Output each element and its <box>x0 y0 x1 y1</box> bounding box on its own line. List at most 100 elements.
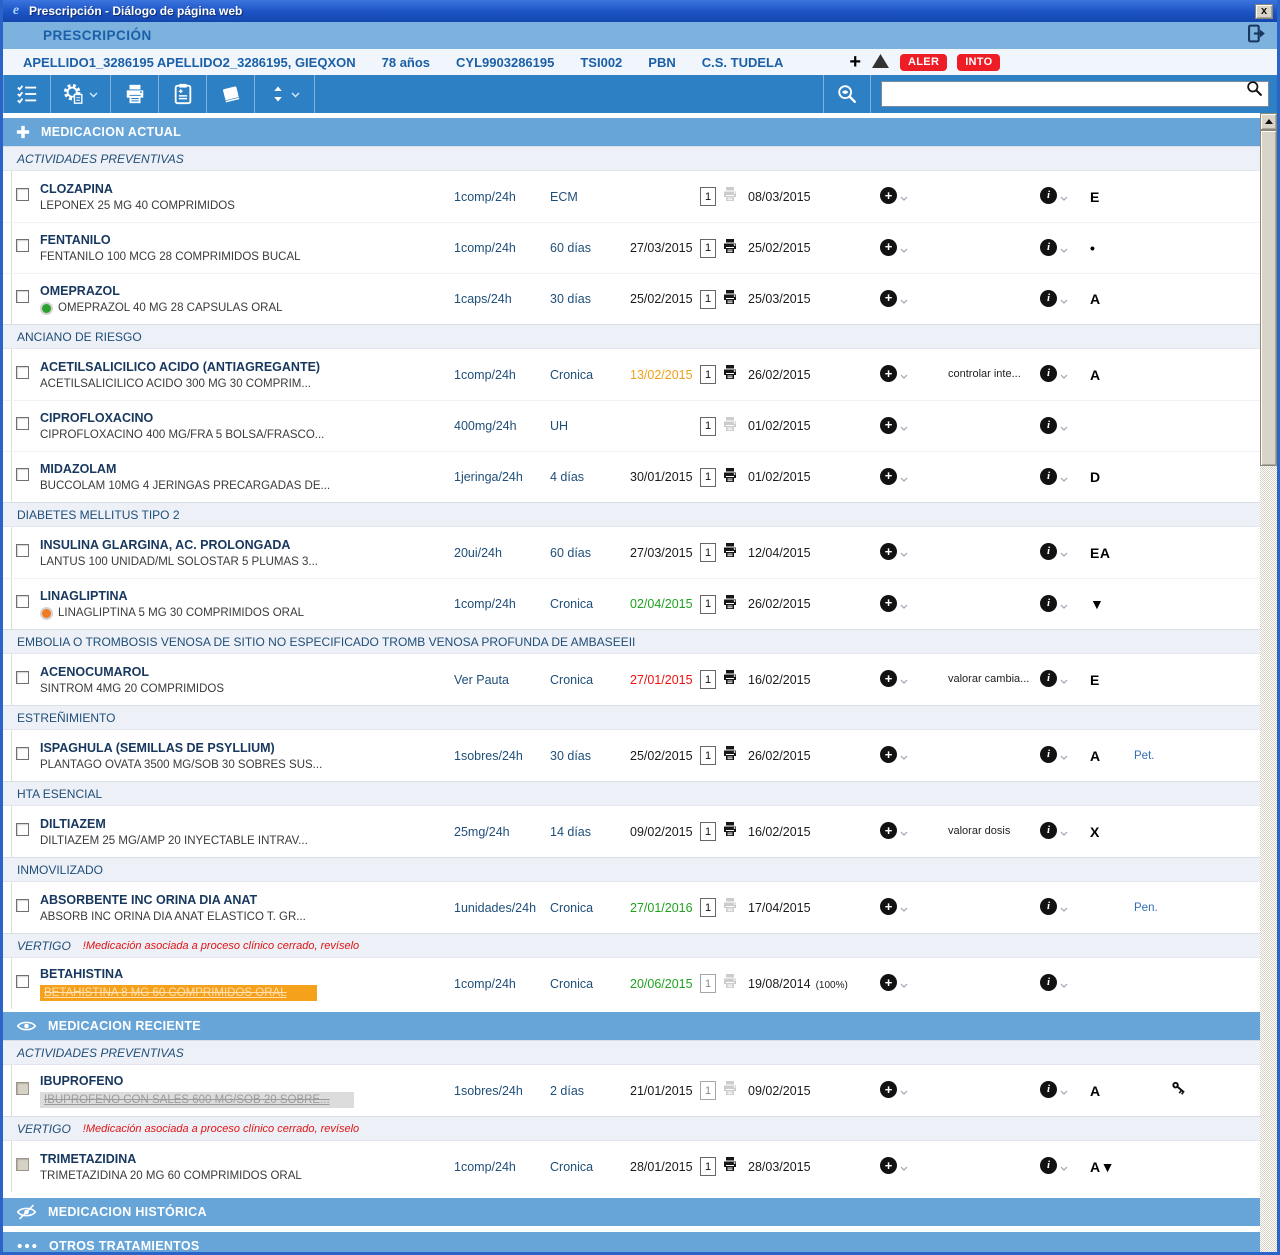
print-row-icon[interactable] <box>722 745 748 766</box>
info-button[interactable]: i <box>1040 670 1090 689</box>
intolerance-badge[interactable]: INTO <box>957 53 1001 71</box>
medication-name[interactable]: ABSORBENTE INC ORINA DIA ANAT <box>40 892 258 907</box>
quantity-input[interactable]: 1 <box>700 822 716 841</box>
settings-button[interactable] <box>51 75 111 113</box>
medication-name[interactable]: DILTIAZEM <box>40 816 106 831</box>
search-icon[interactable] <box>1246 80 1263 102</box>
sort-button[interactable] <box>255 75 315 113</box>
book-button[interactable] <box>207 75 255 113</box>
warning-triangle-icon[interactable] <box>871 53 890 72</box>
info-button[interactable]: i <box>1040 187 1090 206</box>
print-row-icon[interactable] <box>722 821 748 842</box>
add-action-button[interactable]: + <box>880 365 948 384</box>
print-row-icon[interactable] <box>722 669 748 690</box>
print-row-icon[interactable] <box>722 238 748 259</box>
info-button[interactable]: i <box>1040 746 1090 765</box>
info-button[interactable]: i <box>1040 238 1090 258</box>
row-checkbox[interactable] <box>16 974 29 988</box>
exit-icon[interactable] <box>1246 23 1267 49</box>
medication-name[interactable]: CIPROFLOXACINO <box>40 411 154 425</box>
row-checkbox[interactable] <box>16 1081 29 1095</box>
add-icon[interactable]: + <box>849 51 862 73</box>
add-action-button[interactable]: + <box>880 543 948 562</box>
print-row-icon[interactable] <box>722 594 748 615</box>
scrollbar-thumb[interactable] <box>1260 130 1277 466</box>
scrollbar[interactable] <box>1260 113 1277 1252</box>
quantity-input[interactable]: 1 <box>700 1081 716 1100</box>
add-action-button[interactable]: + <box>880 822 948 841</box>
row-checkbox[interactable] <box>16 468 29 481</box>
medication-name[interactable]: ACETILSALICILICO ACIDO (ANTIAGREGANTE) <box>40 359 321 374</box>
print-button[interactable] <box>111 75 159 113</box>
row-checkbox[interactable] <box>16 187 29 201</box>
info-button[interactable]: i <box>1040 974 1090 993</box>
info-button[interactable]: i <box>1040 898 1090 917</box>
add-action-button[interactable]: + <box>880 898 948 917</box>
info-button[interactable]: i <box>1040 543 1090 562</box>
group-header[interactable]: OTROS TRATAMIENTOS <box>3 1232 1260 1252</box>
add-action-button[interactable]: + <box>880 746 948 765</box>
allergy-badge[interactable]: ALER <box>900 53 948 71</box>
quantity-input[interactable]: 1 <box>700 416 716 436</box>
quantity-input[interactable]: 1 <box>700 974 716 993</box>
quantity-input[interactable]: 1 <box>700 238 716 258</box>
row-checkbox[interactable] <box>16 595 29 608</box>
medication-name[interactable]: FENTANILO <box>40 233 111 247</box>
medication-name[interactable]: CLOZAPINA <box>40 181 113 196</box>
add-action-button[interactable]: + <box>880 974 948 993</box>
row-checkbox[interactable] <box>16 822 29 836</box>
quantity-input[interactable]: 1 <box>700 670 716 689</box>
medication-name[interactable]: BETAHISTINA <box>40 966 124 981</box>
quantity-input[interactable]: 1 <box>700 543 716 562</box>
info-button[interactable]: i <box>1040 594 1090 614</box>
scrollbar-up-button[interactable] <box>1260 113 1277 130</box>
add-action-button[interactable]: + <box>880 238 948 258</box>
row-checkbox[interactable] <box>16 239 29 252</box>
info-button[interactable]: i <box>1040 416 1090 436</box>
close-icon[interactable]: x <box>1255 3 1273 19</box>
quantity-input[interactable]: 1 <box>700 467 716 487</box>
quantity-input[interactable]: 1 <box>700 365 716 384</box>
medication-name[interactable]: LINAGLIPTINA <box>40 588 128 603</box>
print-row-icon[interactable] <box>722 467 748 488</box>
info-button[interactable]: i <box>1040 467 1090 487</box>
print-row-icon[interactable] <box>722 364 748 385</box>
medication-name[interactable]: TRIMETAZIDINA <box>40 1151 137 1166</box>
group-header[interactable]: MEDICACION HISTÓRICA <box>3 1198 1260 1226</box>
row-checkbox[interactable] <box>16 1157 29 1171</box>
row-checkbox[interactable] <box>16 417 29 430</box>
search-input[interactable] <box>881 81 1269 107</box>
add-action-button[interactable]: + <box>880 594 948 614</box>
view-search-button[interactable] <box>823 75 871 113</box>
quantity-input[interactable]: 1 <box>700 289 716 309</box>
print-row-icon[interactable] <box>722 289 748 310</box>
row-checkbox[interactable] <box>16 365 29 379</box>
add-action-button[interactable]: + <box>880 1157 948 1176</box>
quantity-input[interactable]: 1 <box>700 594 716 614</box>
info-button[interactable]: i <box>1040 1157 1090 1176</box>
medication-name[interactable]: INSULINA GLARGINA, AC. PROLONGADA <box>40 537 291 552</box>
group-header[interactable]: MEDICACION ACTUAL <box>3 118 1260 146</box>
checklist-button[interactable] <box>3 75 51 113</box>
print-row-icon[interactable] <box>722 1080 748 1101</box>
report-button[interactable] <box>159 75 207 113</box>
info-button[interactable]: i <box>1040 822 1090 841</box>
row-checkbox[interactable] <box>16 898 29 912</box>
quantity-input[interactable]: 1 <box>700 746 716 765</box>
row-checkbox[interactable] <box>16 543 29 557</box>
medication-name[interactable]: MIDAZOLAM <box>40 462 117 476</box>
medication-name[interactable]: ISPAGHULA (SEMILLAS DE PSYLLIUM) <box>40 740 275 755</box>
quantity-input[interactable]: 1 <box>700 187 716 206</box>
add-action-button[interactable]: + <box>880 187 948 206</box>
row-checkbox[interactable] <box>16 670 29 684</box>
info-button[interactable]: i <box>1040 289 1090 309</box>
add-action-button[interactable]: + <box>880 289 948 309</box>
print-row-icon[interactable] <box>722 897 748 918</box>
add-action-button[interactable]: + <box>880 467 948 487</box>
row-checkbox[interactable] <box>16 746 29 760</box>
print-row-icon[interactable] <box>722 1156 748 1177</box>
print-row-icon[interactable] <box>722 416 748 437</box>
print-row-icon[interactable] <box>722 186 748 207</box>
medication-name[interactable]: ACENOCUMAROL <box>40 664 150 679</box>
row-checkbox[interactable] <box>16 290 29 303</box>
